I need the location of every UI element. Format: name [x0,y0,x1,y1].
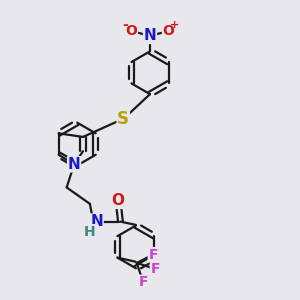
Text: O: O [126,23,137,38]
Text: +: + [170,20,180,30]
Text: N: N [144,28,156,44]
Text: S: S [117,110,129,128]
Text: O: O [163,23,174,38]
Text: N: N [90,214,103,229]
Text: F: F [139,275,148,289]
Text: O: O [112,193,124,208]
Text: F: F [148,248,158,262]
Text: H: H [84,225,96,239]
Text: -: - [122,18,128,32]
Text: F: F [150,262,160,276]
Text: N: N [68,157,80,172]
